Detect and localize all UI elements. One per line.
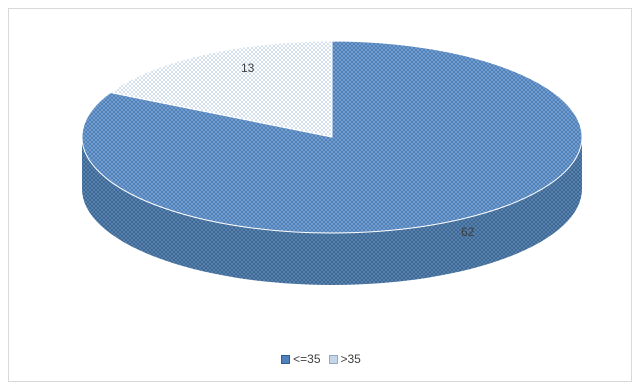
legend-item-0: <=35 [281, 352, 321, 366]
legend-label-1: >35 [340, 352, 361, 366]
data-label-0: 62 [461, 225, 475, 239]
legend-label-0: <=35 [293, 352, 321, 366]
chart-area: 62 13 <=35 >35 [8, 8, 632, 382]
pie-chart [81, 40, 583, 285]
pie-slice-1 [109, 40, 333, 138]
legend-swatch-1 [328, 354, 338, 364]
legend: <=35 >35 [9, 352, 633, 367]
pie-slice-side [82, 137, 582, 285]
legend-swatch-0 [281, 354, 291, 364]
legend-item-1: >35 [328, 352, 361, 366]
data-label-1: 13 [241, 61, 255, 75]
